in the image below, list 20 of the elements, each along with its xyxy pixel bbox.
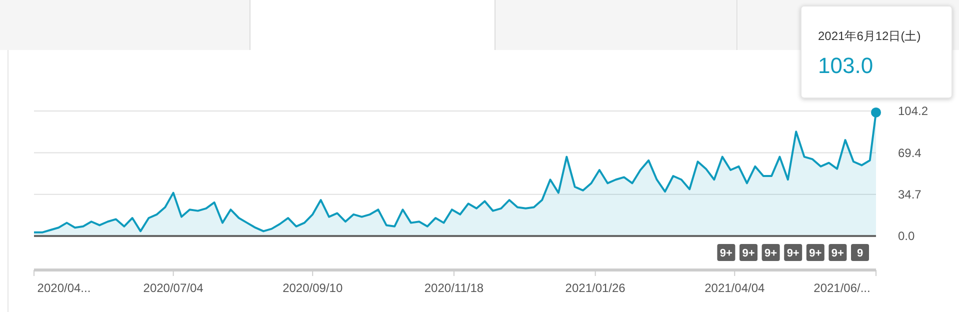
x-tick-label: 2020/11/18 (424, 281, 484, 295)
y-tick-label: 69.4 (898, 146, 922, 160)
x-tick-label: 2020/04... (37, 281, 91, 295)
y-tick-label: 104.2 (898, 104, 928, 118)
text: 2021年6月12日(土) (818, 29, 921, 43)
count-badge: 9+ (784, 244, 802, 261)
x-tick-label: 2021/01/26 (565, 281, 626, 295)
text: 103.0 (818, 53, 874, 78)
count-badge: 9+ (740, 244, 758, 261)
x-tick-label: 2020/07/04 (143, 281, 204, 295)
count-badge: 9+ (806, 244, 824, 261)
x-tick-label: 2020/09/10 (282, 281, 343, 295)
y-tick-label: 0.0 (898, 229, 916, 244)
count-badge: 9+ (762, 244, 780, 261)
count-badge: 9 (851, 244, 869, 261)
y-tick-label: 34.7 (898, 188, 922, 202)
x-tick-label: 2021/04/04 (704, 281, 765, 295)
x-tick-label: 2021/06/... (814, 281, 870, 295)
count-badge: 9+ (828, 244, 847, 261)
count-badge: 9+ (717, 244, 736, 261)
